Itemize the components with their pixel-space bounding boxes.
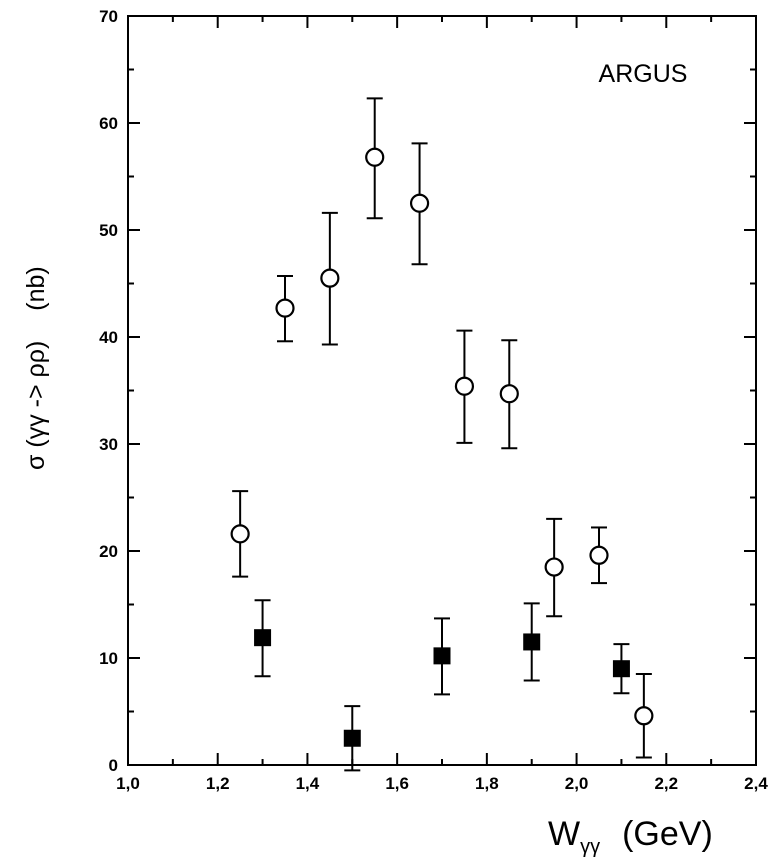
x-tick-label: 2,0: [565, 774, 589, 793]
x-tick-label: 1,4: [296, 774, 320, 793]
filled-square-point: [612, 660, 630, 678]
x-tick-label: 2,4: [744, 774, 768, 793]
x-axis-label-subscript: γγ: [580, 836, 600, 858]
x-axis-label-unit: (GeV): [622, 815, 713, 853]
y-axis-label: σ (γγ -> ρρ) (nb): [22, 266, 50, 470]
series-0: [230, 97, 654, 759]
open-circle-point: [634, 706, 654, 726]
x-tick-label: 1,2: [206, 774, 230, 793]
y-tick-label: 70: [99, 7, 118, 26]
open-circle-point: [275, 298, 295, 318]
x-tick-label: 2,2: [654, 774, 678, 793]
data-points: [230, 97, 654, 772]
y-tick-label: 0: [109, 756, 118, 775]
filled-square-point: [254, 629, 272, 647]
x-axis-label-main: W: [548, 815, 580, 853]
open-circle-point: [320, 268, 340, 288]
y-tick-label: 40: [99, 328, 118, 347]
y-tick-label: 10: [99, 649, 118, 668]
filled-square-point: [433, 647, 451, 665]
axis-ticks: [127, 15, 757, 766]
y-axis-label-unit: (nb): [22, 266, 50, 310]
open-circle-point: [589, 545, 609, 565]
open-circle-point: [499, 384, 519, 404]
open-circle-point: [454, 376, 475, 396]
x-tick-label: 1,6: [385, 774, 409, 793]
open-circle-point: [230, 524, 250, 544]
filled-square-point: [343, 729, 361, 747]
open-circle-point: [544, 557, 564, 577]
y-tick-label: 20: [99, 542, 118, 561]
open-circle-point: [365, 147, 385, 167]
y-tick-label: 50: [99, 221, 118, 240]
x-tick-label: 1,0: [116, 774, 140, 793]
x-axis-label: Wγγ (GeV): [548, 815, 713, 858]
y-tick-label: 30: [99, 435, 118, 454]
y-tick-labels: 0 10 20 30 40 50 60 70: [99, 7, 118, 775]
y-tick-label: 60: [99, 114, 118, 133]
x-tick-label: 1,8: [475, 774, 499, 793]
x-tick-labels: 1,0 1,2 1,4 1,6 1,8 2,0 2,2 2,4: [116, 774, 768, 793]
y-axis-label-main: σ (γγ -> ρρ): [22, 341, 50, 470]
filled-square-point: [523, 633, 541, 651]
chart-annotation: ARGUS: [599, 60, 688, 88]
series-1: [254, 599, 630, 772]
open-circle-point: [409, 193, 430, 213]
